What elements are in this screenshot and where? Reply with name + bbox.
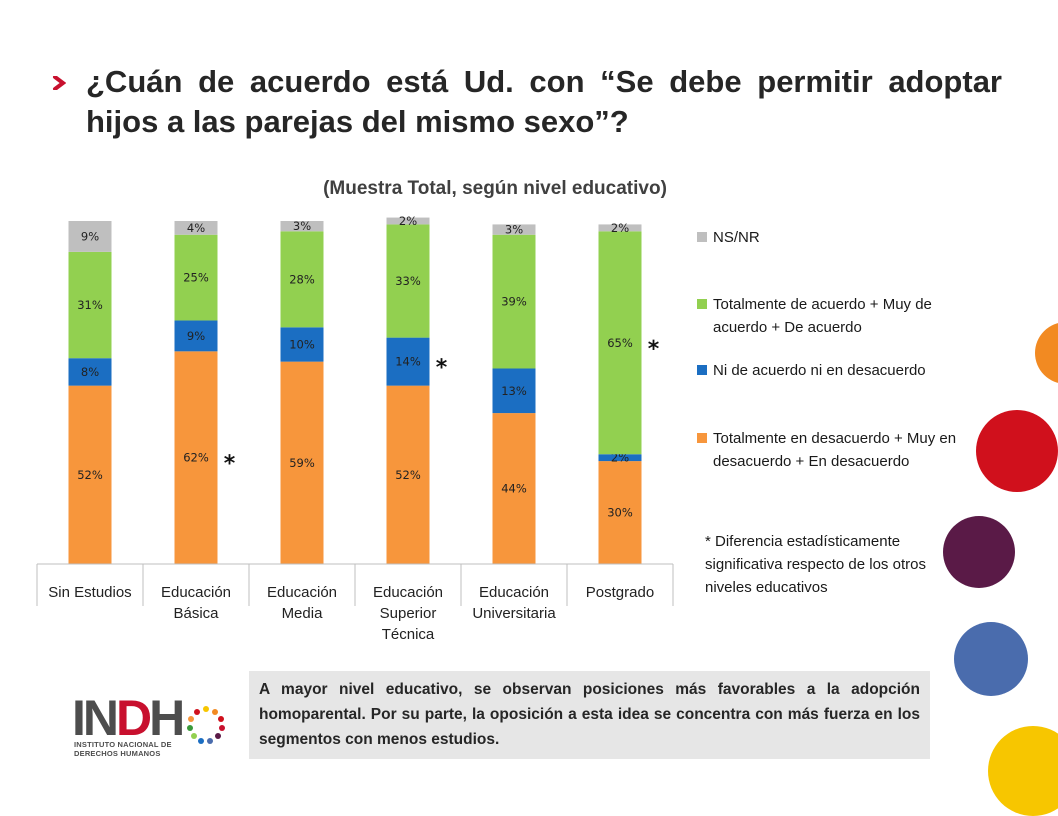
- bar-segment-educacion-media-s3: [280, 221, 324, 232]
- bar-segment-educacion-basica-s3: [174, 221, 218, 235]
- data-label: 44%: [501, 482, 527, 496]
- bar-segment-educacion-universitaria-s1: [492, 368, 536, 414]
- significance-note: * Diferencia estadísticamente significat…: [705, 533, 926, 596]
- x-axis-labels: Sin Estudios Educación Básica Educación Medi…: [48, 584, 654, 643]
- data-label: 59%: [289, 456, 315, 470]
- bar-segment-postgrado-s1: [598, 454, 642, 462]
- decorative-circle-blue: [954, 622, 1028, 696]
- bar-segment-educacion-basica-s1: [174, 320, 218, 352]
- slide-title: ¿Cuán de acuerdo está Ud. con “Se debe p…: [86, 64, 1002, 139]
- bar-segment-postgrado-s3: [598, 224, 642, 232]
- bar-segment-sin-estudios-s3: [68, 221, 112, 252]
- bar-segment-educacion-basica-s2: [174, 234, 218, 321]
- x-tick-label: Universitaria: [472, 605, 556, 622]
- logo-wordmark: INDH: [72, 690, 185, 746]
- legend-label: Totalmente en desacuerdo + Muy en desacu…: [713, 430, 957, 470]
- bar-segment-postgrado-s2: [598, 231, 642, 455]
- bar-segment-postgrado-s0: [598, 461, 642, 564]
- legend-swatch-agree: [697, 299, 707, 309]
- data-label: 28%: [289, 272, 315, 286]
- indh-logo: INDH INSTITUTO NACIONAL DE DERECHOS HUMA…: [72, 693, 232, 763]
- legend-swatch-nsnr: [697, 232, 707, 242]
- legend-swatch-disagree: [697, 433, 707, 443]
- data-label: 33%: [395, 274, 421, 288]
- bar-segment-educacion-universitaria-s3: [492, 224, 536, 235]
- logo-dots-icon: [187, 706, 225, 744]
- data-label: 52%: [77, 468, 103, 482]
- data-label: 52%: [395, 468, 421, 482]
- data-label: 62%: [183, 451, 209, 465]
- x-tick-label: Educación: [161, 584, 231, 601]
- data-label: 3%: [293, 219, 311, 233]
- data-label: 9%: [187, 329, 205, 343]
- summary-box: A mayor nivel educativo, se observan pos…: [249, 671, 930, 759]
- data-label: 31%: [77, 298, 103, 312]
- data-label: 25%: [183, 271, 209, 285]
- data-label: 65%: [607, 336, 633, 350]
- data-label: 4%: [187, 221, 205, 235]
- legend-label: Ni de acuerdo ni en desacuerdo: [713, 362, 926, 379]
- x-tick-label: Postgrado: [586, 584, 654, 601]
- x-tick-label: Educación: [267, 584, 337, 601]
- significance-markers: * * *: [224, 337, 660, 477]
- data-label: 2%: [611, 221, 629, 235]
- legend-label: Totalmente de acuerdo + Muy de acuerdo +…: [713, 296, 932, 336]
- significance-asterisk: *: [224, 452, 236, 477]
- data-label: 2%: [399, 214, 417, 228]
- data-label: 9%: [81, 229, 99, 243]
- data-label: 8%: [81, 365, 99, 379]
- logo-subtitle: INSTITUTO NACIONAL DE DERECHOS HUMANOS: [74, 740, 172, 758]
- data-label: 13%: [501, 384, 527, 398]
- x-axis: [36, 563, 674, 606]
- bars-group: 52% 8% 31% 9% 62% 9% 25% 4% 59% 10% 28% 3% 52% 14% 33%…: [68, 214, 642, 564]
- x-tick-label: Educación: [479, 584, 549, 601]
- bar-segment-sin-estudios-s1: [68, 358, 112, 386]
- chevron-right-icon: [53, 76, 66, 90]
- decorative-circle-orange: [1035, 322, 1058, 384]
- data-label: 39%: [501, 295, 527, 309]
- bar-segment-educacion-superior-tecnica-s1: [386, 337, 430, 386]
- x-tick-label: Básica: [173, 605, 219, 622]
- bar-segment-educacion-superior-tecnica-s0: [386, 385, 430, 564]
- bar-segment-educacion-superior-tecnica-s3: [386, 217, 430, 225]
- x-tick-label: Superior: [380, 605, 437, 622]
- x-tick-label: Sin Estudios: [48, 584, 131, 601]
- bar-segment-educacion-media-s1: [280, 327, 324, 362]
- x-tick-label: Media: [282, 605, 324, 622]
- stacked-bar-chart: 52% 8% 31% 9% 62% 9% 25% 4% 59% 10% 28% 3% 52% 14% 33%…: [36, 214, 674, 643]
- bar-segment-educacion-universitaria-s0: [492, 413, 536, 564]
- bar-segment-educacion-universitaria-s2: [492, 234, 536, 369]
- x-tick-label: Educación: [373, 584, 443, 601]
- significance-asterisk: *: [648, 337, 660, 362]
- data-label: 3%: [505, 223, 523, 237]
- decorative-circle-purple: [943, 516, 1015, 588]
- data-label: 30%: [607, 506, 633, 520]
- summary-text: A mayor nivel educativo, se observan pos…: [259, 681, 920, 748]
- bar-segment-educacion-basica-s0: [174, 351, 218, 564]
- bar-segment-sin-estudios-s2: [68, 251, 112, 359]
- legend-label: NS/NR: [713, 229, 760, 246]
- decorative-circle-red: [976, 410, 1058, 492]
- x-tick-label: Técnica: [382, 626, 435, 643]
- significance-asterisk: *: [436, 356, 448, 381]
- data-label: 14%: [395, 355, 421, 369]
- legend-swatch-neutral: [697, 365, 707, 375]
- bar-segment-sin-estudios-s0: [68, 385, 112, 564]
- bar-segment-educacion-media-s0: [280, 361, 324, 564]
- data-label: 10%: [289, 337, 315, 351]
- bar-segment-educacion-media-s2: [280, 231, 324, 328]
- bar-segment-educacion-superior-tecnica-s2: [386, 224, 430, 338]
- chart-title: (Muestra Total, según nivel educativo): [323, 178, 667, 199]
